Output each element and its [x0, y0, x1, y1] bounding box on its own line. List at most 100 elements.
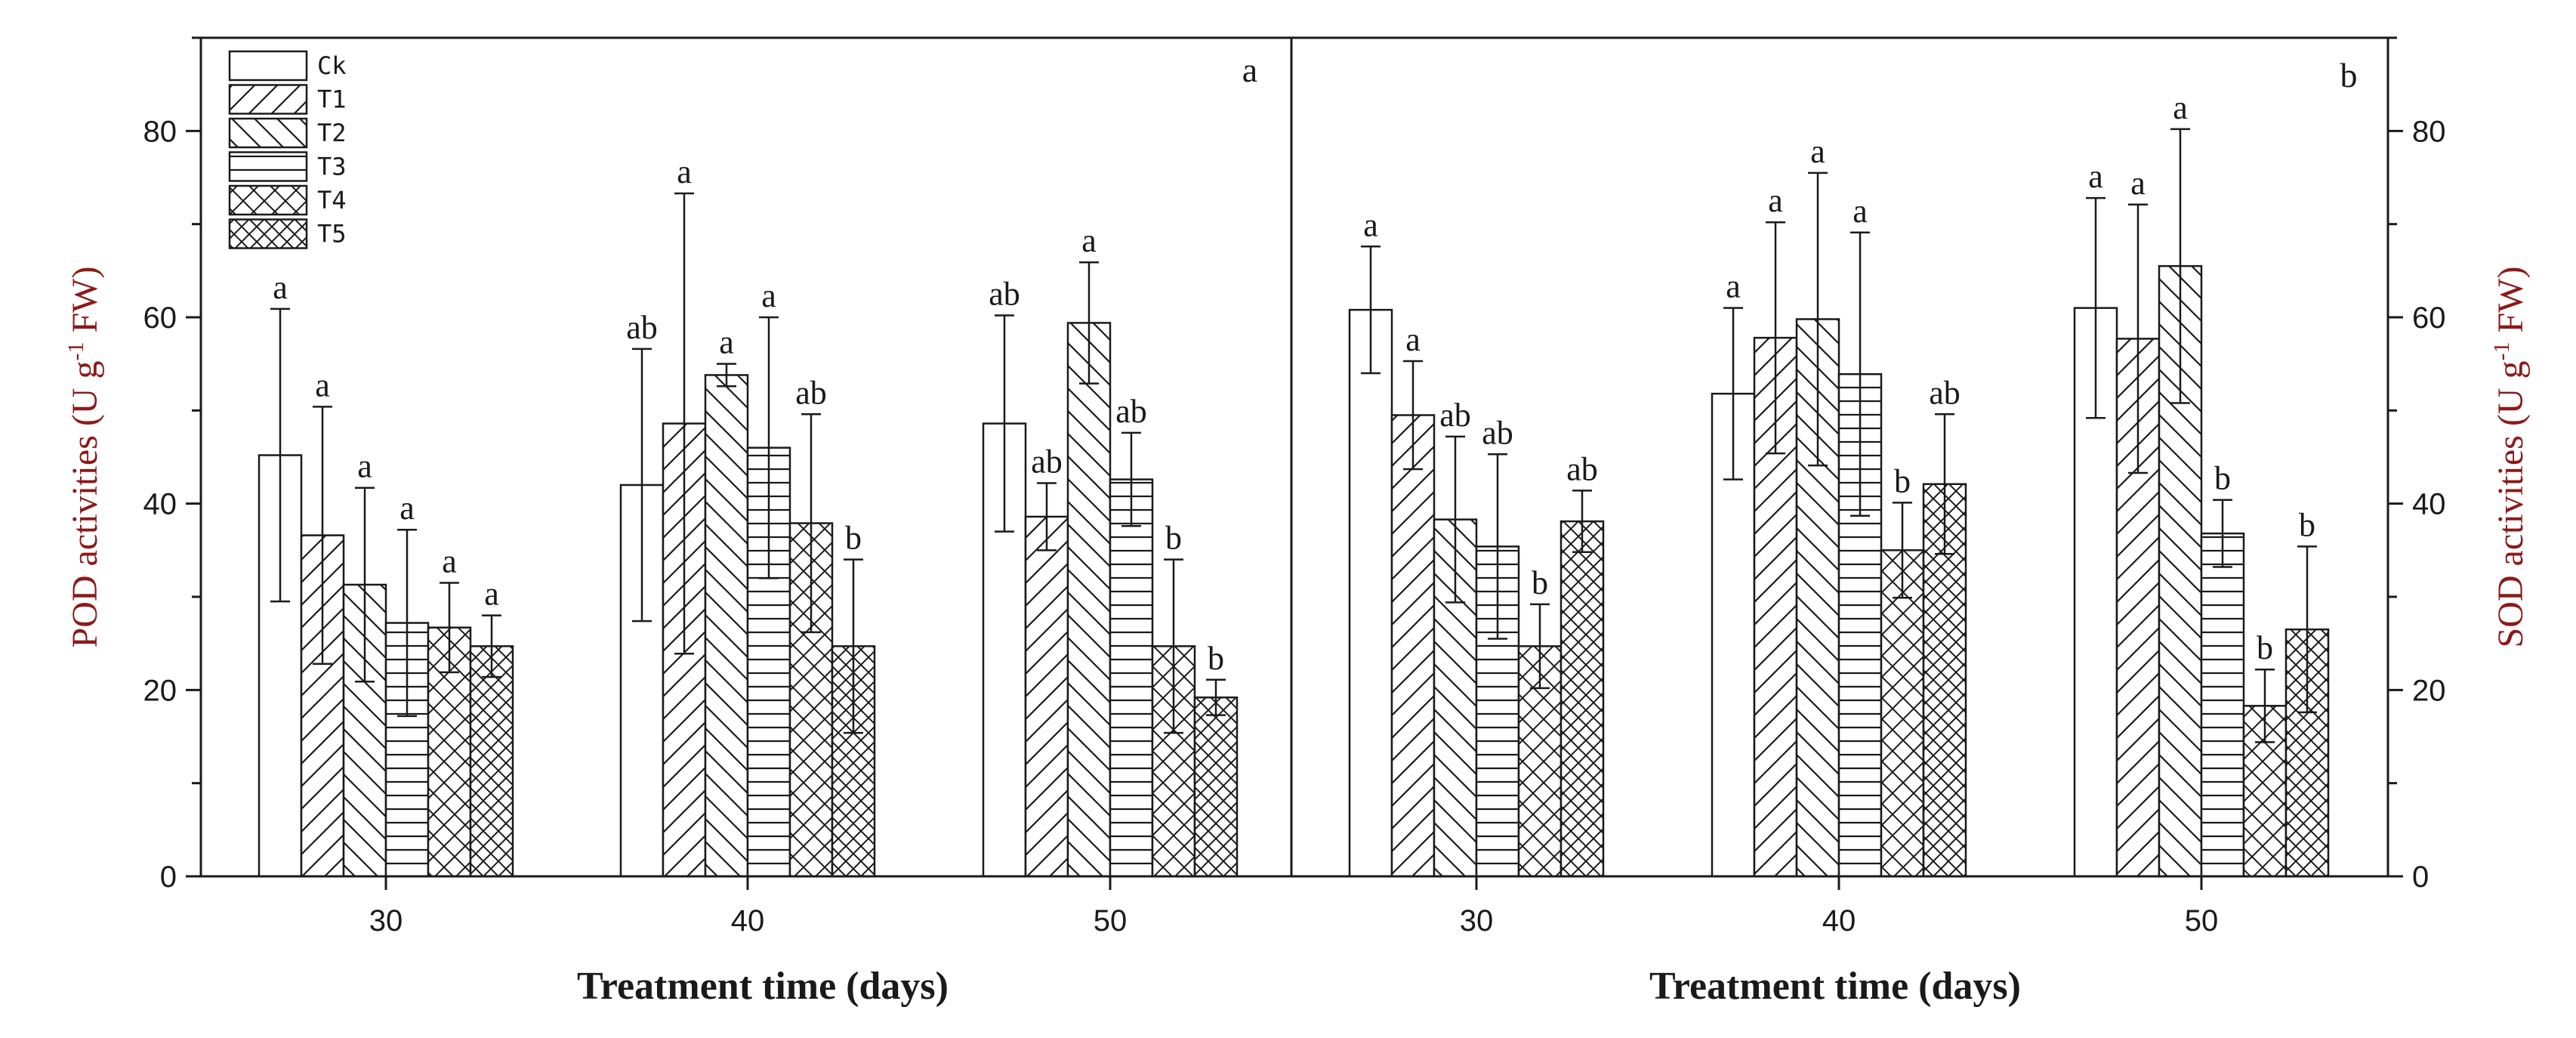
- y-axis-title-left-sup: -1: [63, 342, 88, 361]
- legend-label-t1: T1: [317, 85, 347, 114]
- y-tick-label-b-60: 60: [2412, 301, 2446, 335]
- sig-label-b-50-T1: a: [2130, 165, 2146, 202]
- sig-label-b-30-Ck: a: [1363, 206, 1378, 243]
- sig-label-b-50-T2: a: [2173, 89, 2188, 126]
- error-bar-b-50-T2: [2170, 128, 2190, 404]
- error-bar-a-40-T2: [717, 363, 736, 388]
- legend-label-ck: Ck: [317, 51, 347, 80]
- panel-label-b: b: [2340, 56, 2358, 94]
- error-bar-b-40-T5: [1935, 413, 1954, 555]
- sig-label-a-50-T4: b: [1165, 520, 1182, 557]
- error-bar-a-50-Ck: [995, 314, 1014, 533]
- y-tick-label-b-0: 0: [2412, 860, 2429, 894]
- error-bar-a-30-T1: [313, 406, 332, 666]
- legend-label-t2: T2: [317, 119, 347, 147]
- y-axis-title-left-main: POD activities (U g: [65, 361, 105, 648]
- sig-label-a-30-T3: a: [400, 490, 415, 527]
- error-bar-a-50-T3: [1121, 431, 1141, 527]
- sig-label-b-30-T4: b: [1532, 564, 1548, 601]
- sig-label-a-50-T2: a: [1081, 222, 1097, 259]
- y-axis-title-right-sup: -1: [2489, 342, 2514, 361]
- error-bar-b-50-T5: [2297, 545, 2317, 714]
- sig-label-a-40-T2: a: [719, 324, 734, 361]
- bar-b-30-T1: [1390, 414, 1436, 878]
- legend-swatch-t1: [228, 84, 308, 115]
- y-tick-label-a-0: 0: [160, 860, 177, 894]
- y-axis-title-right-main: SOD activities (U g: [2491, 361, 2531, 648]
- sig-label-a-30-T5: a: [484, 576, 499, 613]
- panel-label-a: a: [1242, 51, 1257, 89]
- y-tick-label-b-40: 40: [2412, 488, 2446, 521]
- sig-label-b-50-T5: b: [2299, 506, 2315, 543]
- error-bar-a-50-T1: [1037, 482, 1057, 551]
- y-tick-label-b-80: 80: [2412, 115, 2446, 148]
- error-bar-b-30-T2: [1445, 435, 1465, 604]
- bar-b-30-T5: [1559, 520, 1605, 878]
- sig-label-b-30-T5: ab: [1566, 450, 1598, 487]
- error-bar-a-40-T5: [844, 558, 863, 734]
- error-bar-b-30-T3: [1488, 453, 1507, 640]
- sig-label-a-40-Ck: ab: [626, 309, 658, 346]
- legend-label-t4: T4: [317, 186, 347, 215]
- y-tick-label-a-40: 40: [143, 488, 177, 521]
- bar-a-40-T2: [704, 374, 749, 878]
- error-bar-a-50-T5: [1206, 678, 1226, 716]
- sig-label-a-40-T4: ab: [795, 374, 827, 411]
- sig-label-b-30-T1: a: [1405, 321, 1421, 358]
- error-bar-b-50-Ck: [2086, 196, 2106, 419]
- x-axis-title-left: Treatment time (days): [577, 965, 949, 1008]
- bar-b-30-Ck: [1348, 308, 1393, 878]
- sig-label-b-30-T3: ab: [1482, 414, 1513, 451]
- sig-label-b-40-T4: b: [1894, 462, 1911, 499]
- bar-a-50-T5: [1193, 696, 1239, 878]
- error-bar-b-30-T5: [1572, 490, 1592, 554]
- sig-label-a-30-Ck: a: [273, 269, 288, 306]
- legend-swatch-t3: [228, 151, 308, 182]
- error-bar-a-40-T3: [759, 316, 779, 579]
- sig-label-b-30-T2: ab: [1439, 397, 1471, 434]
- error-bar-b-30-T1: [1403, 360, 1423, 471]
- x-tick-label-a-30: 30: [369, 904, 403, 938]
- sig-label-a-50-T5: b: [1208, 640, 1224, 677]
- sig-label-b-40-T1: a: [1768, 182, 1783, 219]
- legend-swatch-t4: [228, 184, 308, 216]
- y-tick-label-a-60: 60: [143, 301, 177, 335]
- sig-label-b-40-T2: a: [1810, 133, 1825, 170]
- y-tick-label-a-20: 20: [143, 674, 177, 707]
- sig-label-a-30-T2: a: [357, 448, 372, 485]
- bar-a-50-T1: [1024, 515, 1069, 878]
- y-axis-title-right-end: FW): [2491, 267, 2531, 342]
- sig-label-a-50-T1: ab: [1031, 443, 1063, 480]
- x-tick-label-a-40: 40: [731, 904, 765, 938]
- error-bar-b-30-T4: [1530, 603, 1550, 690]
- error-bar-a-50-T4: [1164, 558, 1183, 734]
- y-tick-label-b-20: 20: [2412, 674, 2446, 707]
- legend-swatch-t5: [228, 218, 308, 249]
- error-bar-b-40-T2: [1808, 171, 1828, 467]
- sig-label-a-30-T1: a: [315, 366, 330, 403]
- sig-label-a-40-T1: a: [677, 153, 692, 190]
- sig-label-b-40-T3: a: [1853, 193, 1868, 230]
- x-tick-label-b-40: 40: [1822, 904, 1856, 938]
- sig-label-b-40-T5: ab: [1929, 374, 1961, 411]
- error-bar-b-40-T1: [1766, 221, 1785, 455]
- legend: Ck T1 T2 T3 T4 T5: [228, 50, 347, 249]
- bar-a-50-T3: [1109, 478, 1154, 878]
- sig-label-b-50-Ck: a: [2088, 158, 2103, 195]
- plot-frame: [199, 36, 2389, 878]
- error-bar-b-50-T4: [2255, 668, 2275, 743]
- legend-label-t5: T5: [317, 220, 347, 249]
- legend-label-t3: T3: [317, 153, 347, 181]
- legend-swatch-ck: [228, 50, 308, 82]
- error-bar-a-50-T2: [1079, 261, 1099, 385]
- bar-b-40-T4: [1880, 549, 1925, 878]
- error-bar-b-40-Ck: [1723, 307, 1743, 480]
- x-axis-title-right: Treatment time (days): [1649, 965, 2021, 1008]
- bar-b-50-T3: [2200, 532, 2245, 878]
- error-bar-a-30-T4: [440, 582, 459, 674]
- y-axis-title-left: POD activities (U g-1 FW): [63, 267, 105, 648]
- y-axis-title-left-end: FW): [65, 267, 105, 342]
- sig-label-b-50-T4: b: [2257, 629, 2273, 666]
- x-tick-label-a-50: 50: [1094, 904, 1128, 938]
